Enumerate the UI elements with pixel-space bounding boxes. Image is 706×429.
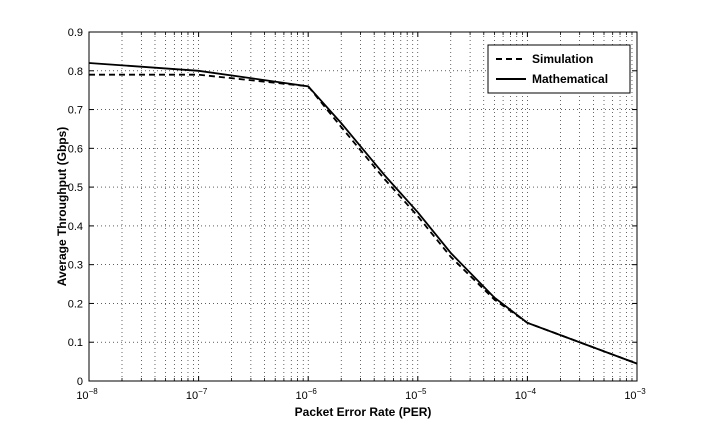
- x-tick-label: 10−6: [296, 387, 318, 402]
- y-axis-label: Average Throughput (Gbps): [55, 127, 69, 287]
- y-tick-label: 0.9: [68, 27, 83, 39]
- x-tick-label: 10−4: [515, 387, 537, 402]
- legend-box: [487, 44, 631, 94]
- y-tick-label: 0.4: [68, 221, 83, 233]
- y-tick-labels: 0 0.1 0.2 0.3 0.4 0.5 0.6 0.7 0.8 0.9: [68, 27, 83, 388]
- y-tick-label: 0.3: [68, 260, 83, 272]
- y-tick-label: 0.6: [68, 143, 83, 155]
- x-axis-label: Packet Error Rate (PER): [295, 405, 432, 419]
- y-tick-label: 0.5: [68, 182, 83, 194]
- series-line-mathematical: [88, 62, 638, 365]
- y-tick-label: 0.2: [68, 298, 83, 310]
- x-tick-label: 10−7: [186, 387, 208, 402]
- x-tick-label: 10−3: [624, 387, 646, 402]
- y-tick-label: 0.7: [68, 105, 83, 117]
- legend-label-mathematical: Mathematical: [532, 72, 608, 86]
- legend-label-simulation: Simulation: [532, 52, 593, 66]
- legend: Simulation Mathematical: [487, 44, 631, 94]
- series-line-simulation: [89, 73, 638, 365]
- x-tick-labels: 10−8 10−7 10−6 10−5 10−4 10−3: [76, 387, 646, 402]
- y-tick-label: 0.8: [68, 66, 83, 78]
- y-tick-label: 0: [77, 376, 83, 388]
- ticks: [88, 31, 638, 382]
- y-tick-label: 0.1: [68, 337, 83, 349]
- series-lines: [88, 62, 638, 365]
- x-tick-label: 10−8: [76, 387, 98, 402]
- x-tick-label: 10−5: [405, 387, 427, 402]
- plot-frame: [88, 31, 638, 382]
